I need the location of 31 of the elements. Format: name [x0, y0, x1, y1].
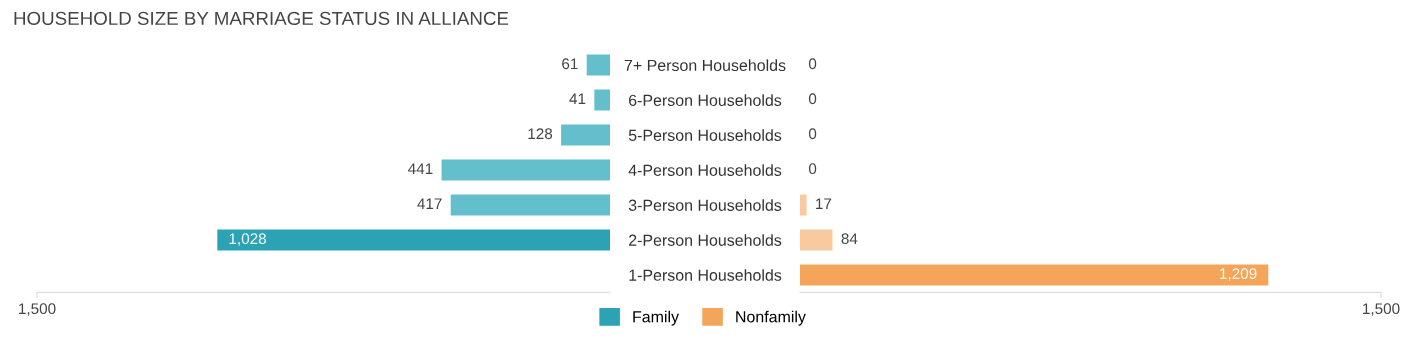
bar [561, 124, 610, 146]
y-tick-label: 1-Person Households [629, 269, 782, 281]
data-label: 61 [562, 58, 578, 70]
data-label: 0 [808, 58, 817, 70]
data-label: 1,209 [1220, 268, 1257, 281]
data-label: 1,028 [229, 233, 266, 246]
data-label: 0 [808, 128, 817, 140]
data-label: 128 [528, 128, 553, 140]
y-tick-label: 7+ Person Households [624, 59, 786, 72]
data-label: 17 [816, 198, 832, 209]
x-tick-label: 1,500 [1363, 303, 1400, 316]
data-label: 84 [841, 233, 858, 245]
bar [594, 89, 610, 111]
y-tick-label: 6-Person Households [629, 94, 782, 106]
y-tick-label: 4-Person Households [628, 164, 782, 176]
y-tick-label: 5-Person Households [628, 129, 782, 141]
data-label: 417 [417, 198, 442, 209]
x-tick-label: 1,500 [19, 303, 56, 316]
y-tick-label: 3-Person Households [628, 199, 782, 211]
legend-label: Family [633, 310, 679, 326]
legend-label: Nonfamily [736, 310, 806, 326]
data-label: 441 [408, 163, 433, 174]
y-tick-label: 2-Person Households [629, 234, 782, 246]
bar [586, 54, 610, 76]
bar [450, 194, 610, 216]
data-label: 0 [808, 163, 817, 175]
data-label: 0 [808, 93, 817, 105]
chart-title: HOUSEHOLD SIZE BY MARRIAGE STATUS IN ALLIANCE [14, 11, 509, 26]
bar [441, 159, 610, 181]
bar [217, 229, 610, 251]
data-label: 41 [569, 93, 586, 105]
